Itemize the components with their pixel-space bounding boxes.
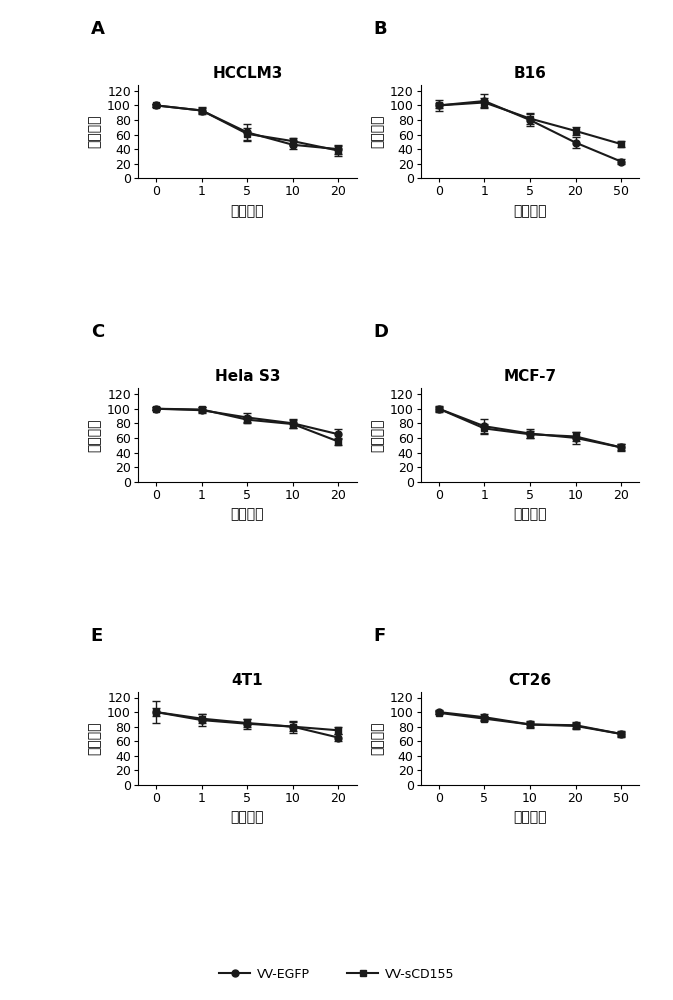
Title: Hela S3: Hela S3	[215, 369, 280, 384]
Title: B16: B16	[513, 66, 546, 81]
X-axis label: 感染复数: 感染复数	[231, 204, 264, 218]
Text: A: A	[91, 20, 105, 38]
Text: E: E	[91, 627, 103, 645]
X-axis label: 感染复数: 感染复数	[513, 507, 546, 521]
Text: F: F	[374, 627, 386, 645]
Y-axis label: 细胞活率: 细胞活率	[370, 722, 384, 755]
Title: 4T1: 4T1	[232, 673, 263, 688]
Y-axis label: 细胞活率: 细胞活率	[370, 418, 384, 452]
Text: C: C	[91, 323, 104, 341]
Title: HCCLM3: HCCLM3	[212, 66, 283, 81]
Title: CT26: CT26	[508, 673, 552, 688]
X-axis label: 感染复数: 感染复数	[231, 507, 264, 521]
Y-axis label: 细胞活率: 细胞活率	[87, 115, 102, 148]
X-axis label: 感染复数: 感染复数	[231, 810, 264, 824]
Title: MCF-7: MCF-7	[503, 369, 557, 384]
Y-axis label: 细胞活率: 细胞活率	[370, 115, 384, 148]
Text: B: B	[374, 20, 387, 38]
Text: D: D	[374, 323, 388, 341]
X-axis label: 感染复数: 感染复数	[513, 204, 546, 218]
Y-axis label: 细胞活率: 细胞活率	[87, 722, 102, 755]
X-axis label: 感染复数: 感染复数	[513, 810, 546, 824]
Legend: VV-EGFP, VV-sCD155: VV-EGFP, VV-sCD155	[214, 963, 459, 986]
Y-axis label: 细胞活率: 细胞活率	[87, 418, 102, 452]
